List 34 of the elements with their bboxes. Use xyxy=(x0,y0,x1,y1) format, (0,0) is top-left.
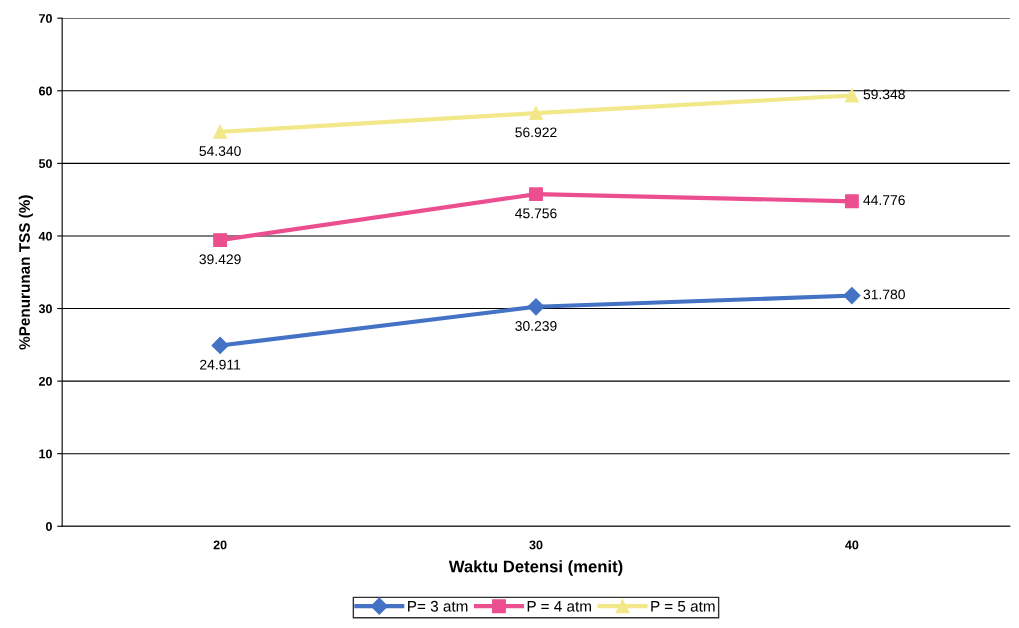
y-tick-label: 70 xyxy=(39,14,52,23)
point xyxy=(213,124,228,139)
x-tick-label: 30 xyxy=(529,540,543,550)
data-label: 24.911 xyxy=(200,359,241,370)
x-tick-label: 40 xyxy=(845,540,859,550)
data-label: 44.776 xyxy=(863,195,905,206)
point xyxy=(843,287,861,305)
point xyxy=(529,187,543,202)
point xyxy=(844,88,859,103)
y-tick-label: 50 xyxy=(38,159,52,169)
x-tick-label: 20 xyxy=(213,540,227,550)
y-tick-label: 0 xyxy=(45,522,52,531)
point xyxy=(527,298,545,316)
y-tick-label: 60 xyxy=(38,86,52,96)
point xyxy=(844,194,859,209)
point xyxy=(211,336,229,355)
legend-label: P= 3 atm xyxy=(408,600,468,612)
y-tick-label: 10 xyxy=(39,449,52,459)
legend-label: P = 4 atm xyxy=(527,601,591,612)
data-label: 39.429 xyxy=(199,254,241,265)
y-tick-label: 20 xyxy=(38,376,52,386)
point xyxy=(529,106,543,121)
data-label: 59.348 xyxy=(863,89,905,100)
data-label: 54.340 xyxy=(199,146,241,156)
x-axis-title: Waktu Detensi (menit) xyxy=(448,560,623,576)
y-axis-title: %Penurunan TSS (%) xyxy=(18,195,33,350)
y-tick-label: 40 xyxy=(38,231,52,241)
data-label: 56.922 xyxy=(515,127,557,138)
data-label: 45.756 xyxy=(515,208,557,219)
y-tick-label: 30 xyxy=(38,304,52,314)
data-label: 31.780 xyxy=(863,289,905,300)
legend-label: P = 5 atm xyxy=(651,601,715,612)
point xyxy=(213,233,228,248)
data-label: 30.239 xyxy=(515,321,557,331)
